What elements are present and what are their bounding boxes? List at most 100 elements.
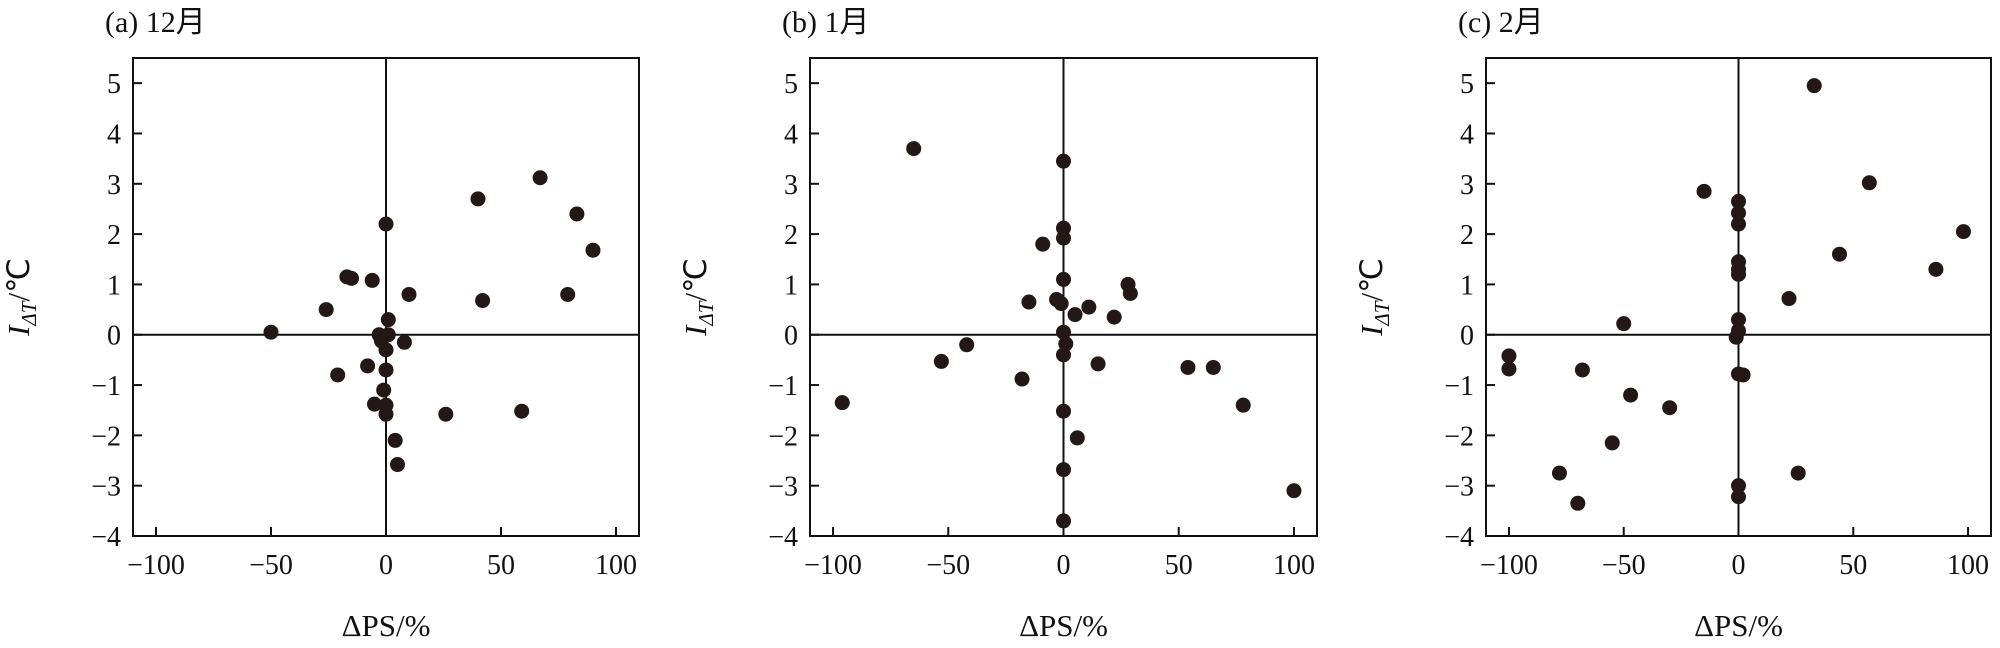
data-point: [1021, 294, 1037, 310]
y-tick-label: 3: [784, 170, 798, 201]
data-point: [367, 396, 382, 412]
data-point: [318, 302, 334, 318]
data-point: [1056, 271, 1071, 287]
x-tick-label: −50: [926, 550, 970, 581]
data-point: [390, 457, 405, 473]
data-point: [1861, 175, 1877, 191]
x-tick-label: 100: [1947, 550, 1989, 581]
data-point: [1122, 285, 1138, 301]
x-tick-label: 50: [1165, 550, 1193, 581]
data-point: [378, 216, 394, 232]
data-point: [1069, 430, 1085, 446]
y-tick-label: −3: [91, 472, 121, 503]
y-tick-label: 0: [784, 321, 798, 352]
data-point: [1623, 387, 1639, 403]
data-point: [1781, 291, 1797, 307]
data-point: [1056, 513, 1071, 529]
y-tick-label: 4: [107, 119, 121, 150]
x-tick-label: −100: [127, 550, 185, 581]
x-tick-label: 100: [595, 550, 637, 581]
y-tick-label: 5: [1460, 69, 1474, 100]
y-tick-label: −1: [768, 371, 798, 402]
data-point: [438, 406, 454, 422]
y-tick-label: 2: [107, 220, 121, 251]
data-point: [1067, 307, 1083, 323]
x-tick-label: −100: [1480, 550, 1538, 581]
data-point: [560, 286, 576, 302]
data-point: [1662, 400, 1678, 416]
panel-title: (c) 2月: [1458, 6, 1544, 39]
data-point: [569, 206, 585, 222]
data-point: [1574, 362, 1590, 378]
data-point: [1286, 483, 1302, 499]
panel-c: (c) 2月 −100 −50 0 50 100 −4 −3 −2 −1 0 1 2 3 4 5 ΔPS/% IΔ…: [1354, 6, 1992, 643]
data-point: [1235, 397, 1251, 413]
data-point: [959, 337, 975, 353]
data-point: [1616, 316, 1632, 332]
data-point: [1955, 224, 1971, 240]
data-point: [1081, 299, 1097, 315]
y-tick-label: 5: [107, 69, 121, 100]
y-tick-label: 4: [784, 119, 798, 150]
data-point: [378, 342, 394, 358]
y-tick-label: −3: [1444, 472, 1474, 503]
panel-b: (b) 1月 −100 −50 0 50 100 −4 −3 −2 −1 0 1 2 3 4 5 ΔPS/% IΔ…: [678, 6, 1318, 643]
panel-title: (b) 1月: [782, 6, 869, 39]
data-point: [364, 272, 380, 288]
data-point: [1056, 230, 1071, 246]
y-tick-label: 4: [1460, 119, 1474, 150]
data-point: [380, 312, 396, 328]
data-point: [360, 358, 376, 374]
data-point: [1058, 336, 1074, 352]
data-point: [378, 406, 394, 422]
data-point: [401, 286, 417, 302]
data-point: [906, 141, 922, 157]
y-tick-label: −4: [91, 522, 121, 553]
data-point: [344, 270, 359, 286]
y-axis-title: IΔT/℃: [1354, 258, 1394, 337]
data-point: [834, 395, 850, 411]
data-point: [1180, 359, 1196, 375]
data-point: [1696, 183, 1712, 199]
data-point: [1106, 309, 1122, 325]
data-point: [1056, 403, 1071, 419]
data-point: [1731, 489, 1746, 505]
y-tick-label: 5: [784, 69, 798, 100]
data-point: [1731, 205, 1746, 221]
data-point: [1501, 361, 1517, 377]
data-point: [263, 324, 279, 340]
data-point: [1735, 367, 1751, 383]
y-tick-label: −3: [768, 472, 798, 503]
data-point: [1806, 78, 1822, 94]
y-tick-label: 2: [784, 220, 798, 251]
x-axis-title: ΔPS/%: [1694, 608, 1783, 643]
y-tick-label: −4: [768, 522, 798, 553]
data-point: [1728, 329, 1744, 345]
data-point: [1551, 465, 1567, 481]
data-point: [470, 191, 486, 207]
data-point: [1014, 371, 1030, 387]
y-tick-label: −2: [768, 421, 798, 452]
x-axis-title: ΔPS/%: [342, 608, 431, 643]
y-tick-label: 1: [107, 270, 121, 301]
y-tick-label: 0: [107, 321, 121, 352]
panel-a: (a) 12月 −100 −50 0 50 100 −4 −3 −2 −1 0 1 2 3 4 5 ΔPS/% I…: [1, 6, 640, 643]
data-point: [1056, 153, 1071, 169]
y-axis-title: IΔT/℃: [1, 258, 41, 337]
x-tick-label: 50: [487, 550, 515, 581]
y-tick-label: 1: [784, 270, 798, 301]
data-point: [378, 362, 394, 378]
data-point: [1604, 435, 1620, 451]
data-point: [1731, 312, 1746, 328]
y-tick-label: −2: [1444, 421, 1474, 452]
x-tick-label: 0: [1057, 550, 1071, 581]
y-tick-label: −2: [91, 421, 121, 452]
data-point: [1731, 216, 1746, 232]
x-tick-label: −50: [1602, 550, 1646, 581]
data-point: [475, 293, 491, 309]
x-tick-label: 0: [1732, 550, 1746, 581]
data-point: [1570, 495, 1586, 511]
data-point: [1790, 465, 1806, 481]
data-point: [330, 367, 346, 383]
data-point: [396, 334, 412, 350]
